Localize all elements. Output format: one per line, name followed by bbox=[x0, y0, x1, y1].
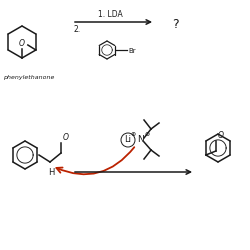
Text: Li: Li bbox=[124, 136, 132, 144]
Text: phenylethanone: phenylethanone bbox=[3, 75, 54, 80]
Text: 2.: 2. bbox=[74, 25, 81, 34]
Text: O: O bbox=[218, 131, 224, 140]
Text: Br: Br bbox=[128, 48, 136, 54]
Text: ?: ? bbox=[172, 18, 178, 32]
Text: ⊕: ⊕ bbox=[130, 132, 136, 138]
Text: 1. LDA: 1. LDA bbox=[98, 10, 122, 19]
Text: O: O bbox=[19, 39, 25, 48]
Text: O: O bbox=[63, 133, 69, 142]
Text: N: N bbox=[138, 136, 144, 144]
Text: H: H bbox=[48, 168, 54, 177]
Text: ⊖: ⊖ bbox=[144, 132, 150, 138]
